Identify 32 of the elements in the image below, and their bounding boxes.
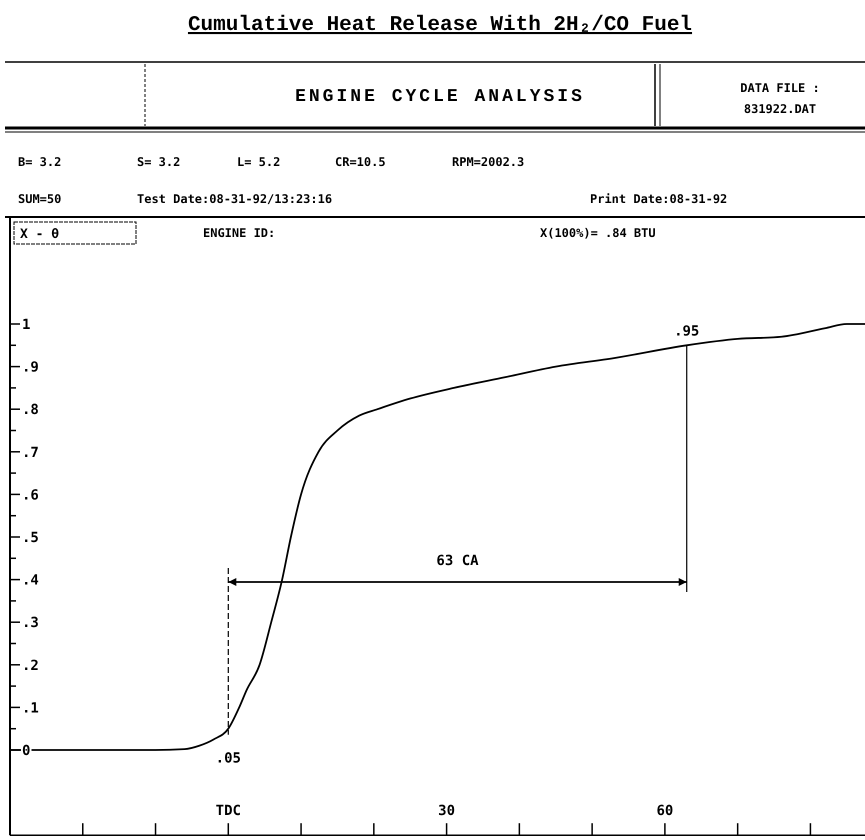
- y-tick-label: .3: [22, 615, 39, 632]
- annotation: .05: [216, 750, 241, 767]
- y-tick-label: .9: [22, 360, 39, 376]
- annotation: X(100%)= .84 BTU: [540, 226, 656, 240]
- text: 831922.DAT: [744, 102, 816, 116]
- y-tick-label: .2: [22, 658, 39, 674]
- text: ENGINE CYCLE ANALYSIS: [295, 87, 585, 107]
- text: B= 3.2: [18, 155, 62, 169]
- annotation: 63 CA: [436, 553, 480, 569]
- text: RPM=2002.3: [452, 155, 524, 169]
- text: SUM=50: [18, 192, 62, 206]
- chart-title: Cumulative Heat Release With 2H₂/CO Fuel: [188, 14, 692, 37]
- y-tick-label: 1: [22, 317, 30, 333]
- text: CR=10.5: [335, 155, 386, 169]
- y-tick-label: .4: [22, 572, 39, 589]
- x-tick-label: TDC: [216, 803, 241, 820]
- y-tick-label: .1: [22, 700, 39, 716]
- annotation: .95: [674, 323, 700, 340]
- annotation: ENGINE ID:: [203, 226, 276, 240]
- text: S= 3.2: [137, 155, 180, 169]
- y-tick-label: .8: [22, 402, 39, 418]
- text: Print Date:08-31-92: [590, 192, 728, 206]
- y-tick-label: .7: [22, 444, 39, 461]
- y-tick-label: .6: [22, 487, 39, 504]
- y-tick-label: .5: [22, 530, 39, 546]
- y-axis-title: X - θ: [20, 227, 60, 242]
- x-tick-label: 30: [438, 803, 456, 820]
- text: L= 5.2: [237, 155, 280, 169]
- x-tick-label: 60: [656, 803, 674, 820]
- text: Test Date:08-31-92/13:23:16: [137, 192, 332, 206]
- text: DATA FILE :: [740, 81, 820, 95]
- y-tick-label: 0: [22, 743, 30, 759]
